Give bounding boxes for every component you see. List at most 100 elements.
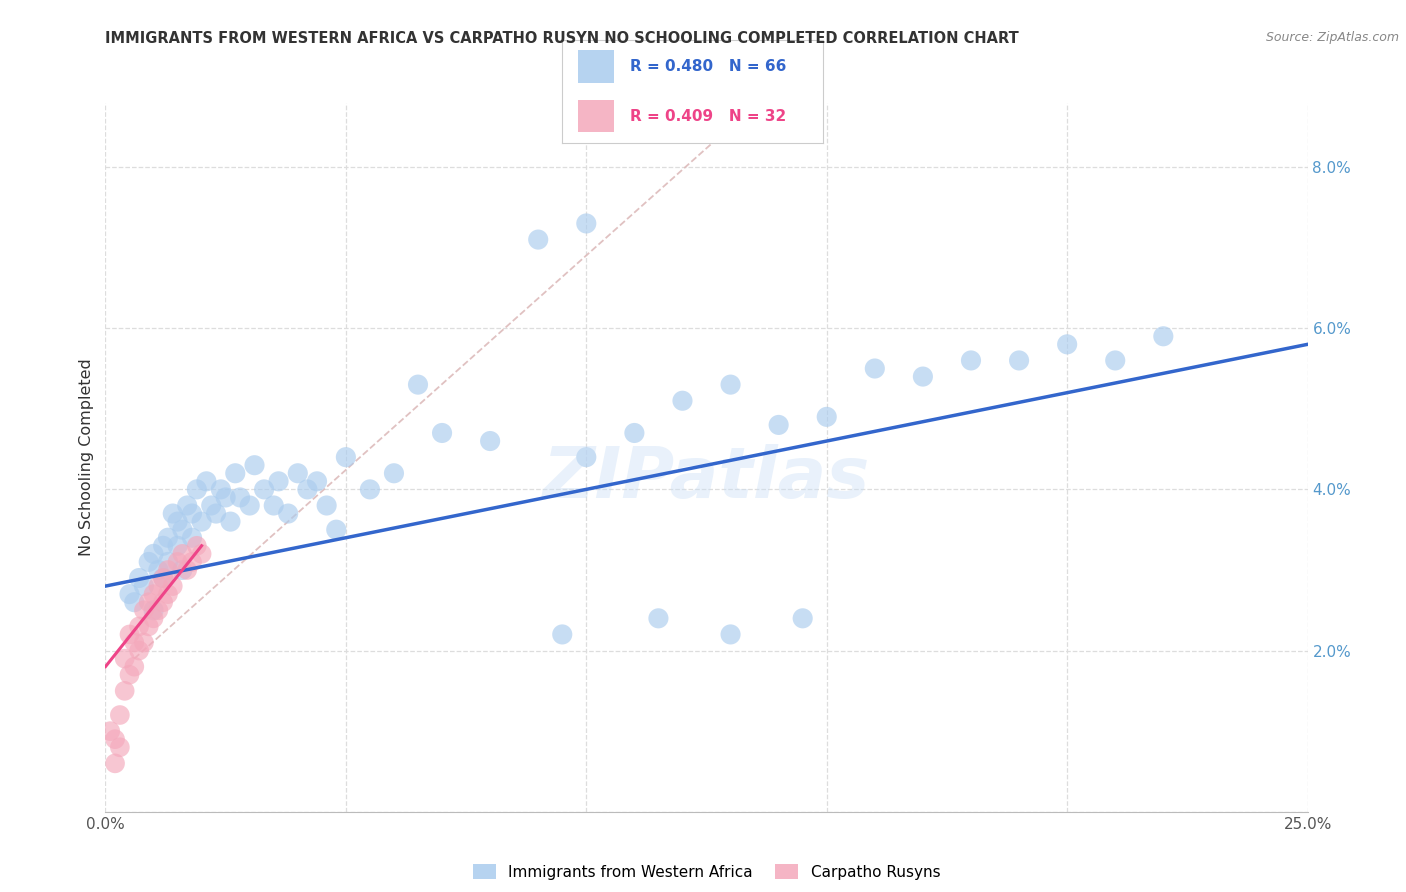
Point (335, 450, 357, 464)
Point (172, 563, 194, 577)
Point (527, 233, 550, 247)
Point (128, 571, 150, 585)
Point (1008, 353, 1031, 368)
Point (305, 475, 328, 489)
Point (156, 563, 179, 577)
Point (166, 555, 188, 569)
Point (156, 555, 179, 569)
Point (181, 507, 204, 521)
Point (263, 499, 285, 513)
Point (148, 563, 170, 577)
Text: R = 0.480   N = 66: R = 0.480 N = 66 (630, 59, 786, 74)
Point (575, 450, 598, 464)
Point (359, 483, 381, 497)
Point (176, 499, 198, 513)
Point (479, 434, 502, 448)
Point (671, 393, 693, 408)
Point (172, 523, 194, 537)
Point (114, 651, 136, 665)
Bar (578, 50, 614, 83)
Text: Source: ZipAtlas.com: Source: ZipAtlas.com (1265, 31, 1399, 45)
Point (430, 425, 453, 440)
Point (623, 425, 645, 440)
Point (152, 571, 174, 585)
Point (124, 595, 146, 609)
Point (575, 217, 598, 231)
Point (152, 571, 174, 585)
Point (142, 611, 165, 625)
Point (647, 611, 669, 625)
Point (287, 467, 309, 481)
Text: R = 0.409   N = 32: R = 0.409 N = 32 (630, 109, 786, 124)
Point (190, 515, 212, 529)
Point (152, 539, 174, 553)
Point (815, 409, 838, 424)
Point (156, 531, 179, 545)
Point (551, 627, 574, 641)
Point (114, 683, 136, 698)
Point (181, 531, 204, 545)
Point (277, 507, 299, 521)
Point (132, 603, 155, 617)
Point (720, 627, 742, 641)
Point (1056, 337, 1078, 351)
Point (138, 595, 160, 609)
Point (156, 587, 179, 601)
Point (195, 475, 218, 489)
Point (863, 361, 886, 376)
Point (382, 467, 405, 481)
Point (792, 611, 814, 625)
Point (104, 756, 127, 771)
Point (138, 555, 160, 569)
Text: IMMIGRANTS FROM WESTERN AFRICA VS CARPATHO RUSYN NO SCHOOLING COMPLETED CORRELAT: IMMIGRANTS FROM WESTERN AFRICA VS CARPAT… (105, 31, 1019, 46)
Point (124, 635, 146, 649)
Point (239, 499, 262, 513)
Legend: Immigrants from Western Africa, Carpatho Rusyns: Immigrants from Western Africa, Carpatho… (467, 857, 946, 886)
Text: ZIPatlas: ZIPatlas (543, 444, 870, 513)
Point (128, 619, 150, 633)
Point (118, 667, 141, 681)
Point (200, 499, 222, 513)
Point (1152, 329, 1174, 343)
Point (297, 483, 319, 497)
Point (209, 483, 232, 497)
Point (325, 523, 347, 537)
Point (176, 563, 198, 577)
Point (104, 732, 127, 747)
Point (214, 491, 236, 505)
Point (162, 507, 184, 521)
Point (267, 475, 290, 489)
Point (219, 515, 242, 529)
Point (152, 595, 174, 609)
Point (768, 417, 790, 432)
Point (406, 377, 429, 392)
Y-axis label: No Schooling Completed: No Schooling Completed (79, 359, 94, 556)
Point (132, 635, 155, 649)
Point (142, 603, 165, 617)
Point (181, 555, 204, 569)
Point (118, 627, 141, 641)
Point (186, 483, 208, 497)
Point (108, 708, 131, 723)
Point (128, 643, 150, 657)
Point (315, 499, 337, 513)
Point (148, 603, 170, 617)
Point (166, 515, 188, 529)
Point (108, 740, 131, 755)
Point (911, 369, 934, 384)
Point (162, 579, 184, 593)
Point (720, 377, 742, 392)
Point (243, 458, 266, 473)
Point (118, 587, 141, 601)
Point (142, 547, 165, 561)
Point (138, 619, 160, 633)
Point (253, 483, 276, 497)
Point (1104, 353, 1126, 368)
Point (205, 507, 228, 521)
Point (960, 353, 983, 368)
Point (229, 491, 252, 505)
Point (132, 579, 155, 593)
Point (98, 724, 121, 739)
Point (190, 547, 212, 561)
Point (166, 539, 188, 553)
